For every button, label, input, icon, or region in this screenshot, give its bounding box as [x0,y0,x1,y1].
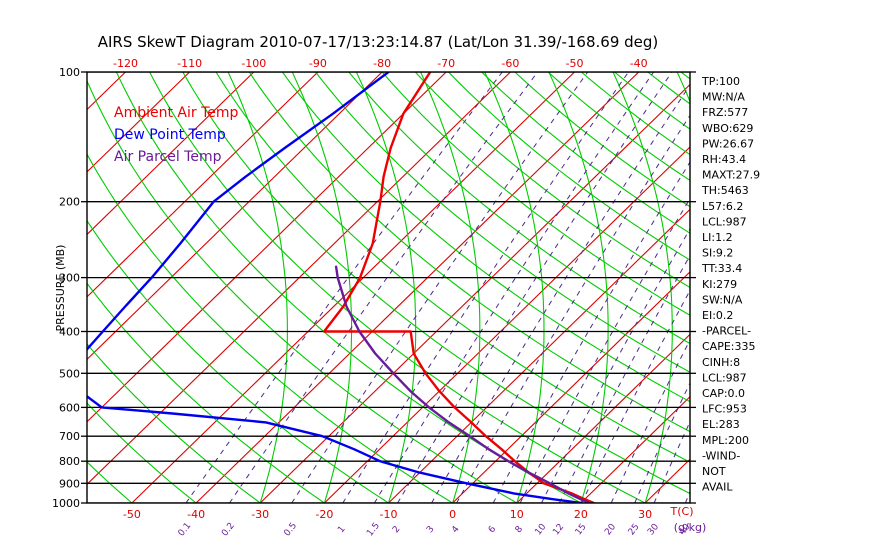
mixing-ratio-label: 8 [514,524,526,535]
top-axis-label: -110 [177,57,202,70]
bottom-axis-label: 10 [510,508,524,521]
legend-ambient-air-temp: Ambient Air Temp [114,105,239,121]
bottom-axis-label: 20 [574,508,588,521]
pressure-axis-label: 700 [59,430,80,443]
legend-dew-point-temp: Dew Point Temp [114,127,226,143]
pressure-axis-label: 600 [59,401,80,414]
pressure-axis-label: 800 [59,455,80,468]
panel-item: LCL:987 [702,371,747,384]
bottom-axis-label: -10 [380,508,398,521]
top-axis-label: -120 [113,57,138,70]
panel-item: LCL:987 [702,215,747,228]
panel-item: -PARCEL- [702,325,751,338]
top-axis-label: -80 [373,57,391,70]
pressure-axis-label: 1000 [52,497,80,510]
plot-frame [86,71,691,504]
panel-item: -WIND- [702,449,740,462]
panel-item: EL:283 [702,418,740,431]
bottom-axis-label: -50 [123,508,141,521]
legend: Ambient Air Temp Dew Point Temp Air Parcel… [114,105,239,165]
panel-item: L57:6.2 [702,200,743,213]
top-axis-label: -100 [241,57,266,70]
pressure-axis-label: 200 [59,196,80,209]
panel-item: CINH:8 [702,356,740,369]
bottom-axis-label: -40 [187,508,205,521]
x-axis-title-mixing: (g/kg) [674,521,707,534]
top-axis-label: -70 [437,57,455,70]
panel-item: TT:33.4 [701,262,742,275]
pressure-axis-labels: 100 200 300 400 500 600 700 800 900 1000 [52,66,80,510]
y-axis-title: PRESSURE (MB) [54,245,67,332]
panel-item: RH:43.4 [702,153,746,166]
x-axis-title-temp: T(C) [670,505,694,518]
isobar-lines [87,72,690,503]
curve-ambient-air-temp [322,72,595,503]
top-axis-label: -90 [309,57,327,70]
panel-item: FRZ:577 [702,106,748,119]
mixing-ratio-label: 3 [425,524,436,535]
pressure-axis-label: 400 [59,326,80,339]
isotherm-lines [87,72,690,503]
panel-item: TP:100 [701,75,740,88]
parameter-panel: TP:100 MW:N/A FRZ:577 WBO:629 PW:26.67 RH:43.… [701,75,760,494]
mixing-ratio-label: 1 [336,524,347,535]
mixing-ratio-label: 6 [487,524,499,535]
panel-item: KI:279 [702,278,737,291]
panel-item: EI:0.2 [702,309,733,322]
panel-item: CAP:0.0 [702,387,745,400]
panel-item: MPL:200 [702,434,749,447]
dry-adiabat-lines [87,72,690,503]
panel-item: PW:26.67 [702,137,754,150]
sounding-curves [87,72,595,503]
legend-air-parcel-temp: Air Parcel Temp [114,149,222,165]
panel-item: SW:N/A [702,293,743,306]
page-title: AIRS SkewT Diagram 2010-07-17/13:23:14.8… [98,33,659,51]
pressure-axis-label: 500 [59,367,80,380]
top-axis-label: -50 [566,57,584,70]
bottom-axis-label: 30 [638,508,652,521]
panel-item: AVAIL [702,481,733,494]
bottom-axis-label: -20 [315,508,333,521]
axis-ticks [81,71,696,504]
mixing-ratio-lines [185,72,690,503]
panel-item: MW:N/A [702,91,745,104]
panel-item: CAPE:335 [702,340,756,353]
top-axis-label: -60 [501,57,519,70]
pressure-axis-label: 100 [59,66,80,79]
pressure-axis-label: 900 [59,477,80,490]
bottom-axis-label: 0 [449,508,456,521]
mixing-ratio-label: 2 [391,524,402,535]
panel-item: LI:1.2 [702,231,733,244]
panel-item: NOT [702,465,726,478]
curve-dew-point-temp [87,72,583,503]
top-axis-label: -40 [630,57,648,70]
top-axis-labels: -120 -110 -100 -90 -80 -70 -60 -50 -40 [113,57,648,70]
bottom-axis-labels: -50 -40 -30 -20 -10 0 10 20 30 [123,508,652,521]
panel-item: WBO:629 [702,122,753,135]
moist-adiabat-lines [227,72,690,503]
panel-item: MAXT:27.9 [702,169,760,182]
panel-item: SI:9.2 [702,247,733,260]
panel-item: LFC:953 [702,403,747,416]
pressure-axis-label: 300 [59,272,80,285]
mixing-ratio-label: 4 [450,524,462,535]
panel-item: TH:5463 [701,184,749,197]
bottom-axis-label: -30 [251,508,269,521]
curve-air-parcel-temp [334,265,592,503]
